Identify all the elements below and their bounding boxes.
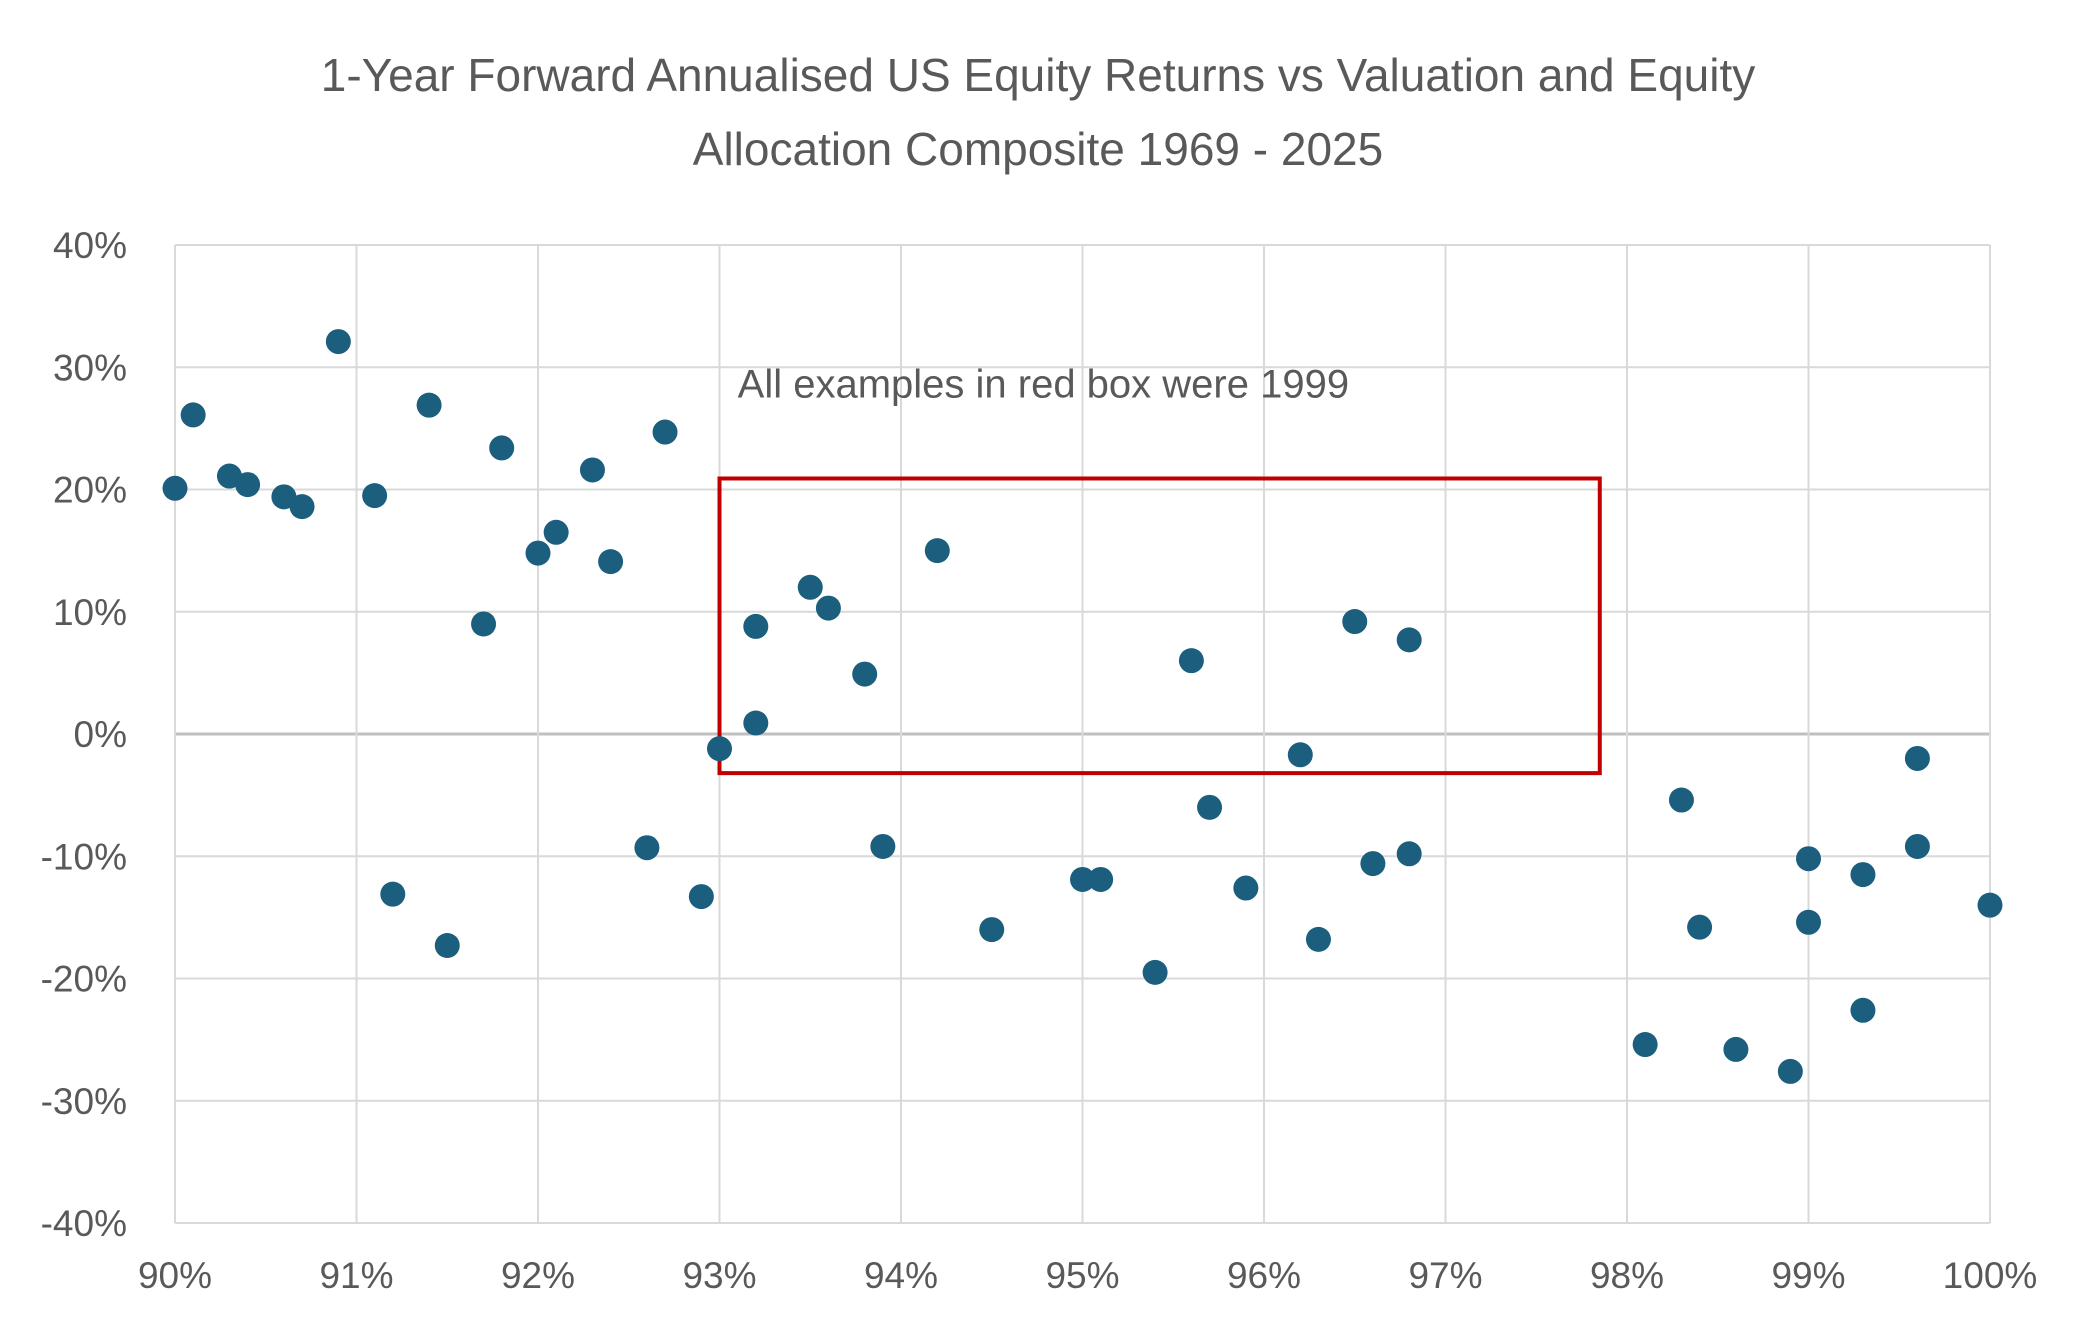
data-point (180, 402, 206, 428)
data-point (1396, 627, 1422, 653)
data-point (1904, 745, 1930, 771)
data-point (1360, 851, 1386, 877)
chart-title: 1-Year Forward Annualised US Equity Retu… (0, 38, 2076, 186)
highlight-box (717, 476, 1602, 776)
y-tick-label: 10% (53, 592, 127, 633)
data-point (325, 329, 351, 355)
data-point (1142, 959, 1168, 985)
data-point (598, 549, 624, 575)
grid-lines (174, 244, 1991, 1224)
x-tick-label: 97% (1408, 1255, 1482, 1296)
data-point (707, 736, 732, 762)
data-point (1342, 609, 1368, 635)
y-tick-label: 30% (53, 347, 127, 388)
data-point (1777, 1058, 1803, 1084)
x-tick-label: 98% (1590, 1255, 1664, 1296)
data-point (870, 833, 896, 859)
data-point (579, 457, 605, 483)
data-point (743, 613, 769, 639)
data-point (1977, 892, 2003, 918)
y-tick-label: -40% (41, 1203, 127, 1244)
chart-title-line-2: Allocation Composite 1969 - 2025 (692, 123, 1384, 175)
x-tick-label: 94% (864, 1255, 938, 1296)
data-point (1723, 1036, 1749, 1062)
annotation-text: All examples in red box were 1999 (738, 362, 1349, 406)
data-point (1904, 833, 1930, 859)
data-point (1668, 787, 1694, 813)
x-tick-label: 92% (501, 1255, 575, 1296)
x-tick-label: 96% (1227, 1255, 1301, 1296)
data-point (1850, 997, 1876, 1023)
y-tick-label: -10% (41, 836, 127, 877)
data-point (688, 884, 714, 910)
data-point (652, 419, 678, 445)
data-point (1070, 866, 1095, 892)
data-point (416, 392, 442, 418)
data-point (1396, 841, 1422, 867)
data-point (1088, 866, 1114, 892)
data-point (852, 661, 878, 687)
data-point (1796, 846, 1821, 872)
data-point (979, 917, 1005, 943)
x-tick-label: 90% (138, 1255, 212, 1296)
data-point (634, 835, 660, 861)
data-point (362, 483, 388, 509)
x-tick-label: 95% (1045, 1255, 1119, 1296)
y-tick-label: -20% (41, 959, 127, 1000)
chart-title-line-1: 1-Year Forward Annualised US Equity Retu… (320, 49, 1756, 101)
data-point (1687, 914, 1713, 940)
data-point (1233, 875, 1259, 901)
data-point (525, 540, 551, 566)
data-point (1197, 794, 1223, 820)
axis-labels: 40% 30% 20% 10% 0% -10% -20% -30% -40% 90% 91% 92% 9… (41, 225, 2038, 1296)
data-point (235, 472, 261, 498)
y-tick-label: -30% (41, 1081, 127, 1122)
data-point (380, 881, 406, 907)
data-point (924, 538, 950, 564)
data-point (162, 475, 188, 501)
data-point (815, 595, 841, 621)
data-point (1850, 862, 1876, 888)
x-tick-label: 91% (319, 1255, 393, 1296)
y-tick-label: 0% (74, 714, 127, 755)
data-point (1178, 648, 1204, 674)
highlight-box-layer (717, 476, 1602, 776)
data-point (434, 932, 460, 958)
y-tick-label: 40% (53, 225, 127, 266)
data-points (162, 329, 2003, 1084)
data-point (797, 574, 823, 600)
x-tick-label: 93% (682, 1255, 756, 1296)
data-point (489, 435, 515, 461)
data-point (1287, 742, 1313, 768)
data-point (289, 494, 315, 520)
data-point (1632, 1032, 1658, 1058)
x-tick-label: 99% (1771, 1255, 1845, 1296)
data-point (471, 611, 497, 637)
x-tick-label: 100% (1943, 1255, 2038, 1296)
data-point (1305, 926, 1331, 952)
data-point (743, 710, 769, 736)
data-point (1796, 909, 1821, 935)
data-point (543, 519, 569, 545)
y-tick-label: 20% (53, 470, 127, 511)
